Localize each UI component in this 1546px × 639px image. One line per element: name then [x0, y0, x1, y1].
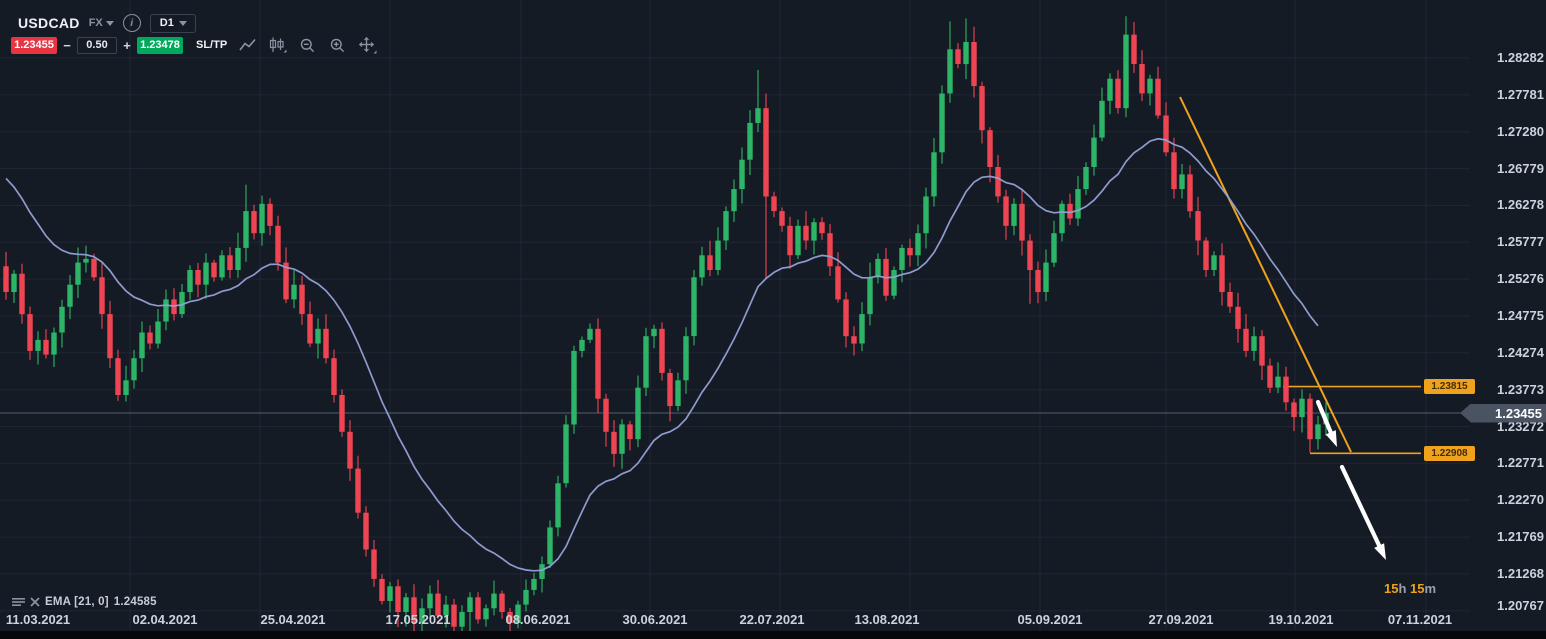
date-label: 11.03.2021 — [5, 612, 71, 627]
date-label: 19.10.2021 — [1268, 612, 1334, 627]
price-axis-label: 1.24775 — [1497, 307, 1544, 323]
date-label: 25.04.2021 — [260, 612, 326, 627]
resistance-level-label[interactable]: 1.23815 — [1424, 379, 1475, 395]
date-label: 27.09.2021 — [1148, 612, 1214, 627]
price-axis-label: 1.26278 — [1497, 197, 1544, 213]
chevron-down-icon — [105, 21, 114, 26]
candle-countdown: 15h 15m — [1384, 581, 1436, 596]
amount-field[interactable]: 0.50 — [77, 36, 117, 54]
current-price-tag: 1.23455 — [1460, 403, 1546, 423]
date-label: 13.08.2021 — [854, 612, 920, 627]
countdown-hours: 15 — [1384, 581, 1399, 596]
market-type-label: FX — [88, 17, 103, 29]
support-level-label[interactable]: 1.22908 — [1424, 445, 1475, 461]
price-axis-label: 1.21268 — [1497, 565, 1544, 581]
date-label: 08.06.2021 — [505, 612, 571, 627]
date-label: 07.11.2021 — [1387, 612, 1453, 627]
amount-decrease-button[interactable]: − — [63, 37, 71, 53]
price-axis-label: 1.27781 — [1497, 86, 1544, 102]
countdown-minutes: 15 — [1410, 581, 1425, 596]
timeframe-dropdown[interactable]: D1 — [149, 13, 196, 33]
date-label: 02.04.2021 — [132, 612, 198, 627]
line-chart-icon[interactable] — [238, 37, 257, 54]
price-axis[interactable]: 1.28282 1.27781 1.27280 1.26779 1.26278 1.257… — [1462, 0, 1546, 639]
sl-tp-button[interactable]: SL/TP — [196, 39, 228, 51]
countdown-minutes-unit: m — [1424, 581, 1437, 596]
price-axis-label: 1.28282 — [1497, 50, 1544, 65]
close-icon[interactable] — [30, 597, 40, 607]
candlestick-type-icon[interactable] — [268, 37, 287, 54]
buy-price-button[interactable]: 1.23478 — [137, 36, 183, 54]
indicator-legend: EMA [21, 0] 1.24585 — [12, 596, 157, 608]
price-axis-label: 1.20767 — [1497, 598, 1544, 613]
date-label: 22.07.2021 — [739, 612, 805, 627]
price-axis-label: 1.21769 — [1497, 529, 1544, 545]
price-axis-label: 1.25276 — [1497, 271, 1544, 287]
date-label: 17.05.2021 — [385, 612, 451, 627]
info-icon[interactable]: i — [122, 14, 141, 32]
price-axis-label: 1.26779 — [1497, 160, 1544, 176]
move-crosshair-icon[interactable] — [358, 36, 377, 54]
time-axis[interactable]: 11.03.2021 02.04.2021 25.04.2021 17.05.2021… — [0, 611, 1546, 631]
sell-price-button[interactable]: 1.23455 — [11, 36, 57, 54]
chevron-down-icon — [178, 20, 187, 26]
instrument-header: USDCAD FX i D1 — [18, 12, 196, 34]
price-axis-label: 1.23773 — [1497, 381, 1544, 397]
countdown-hours-unit: h — [1398, 581, 1407, 596]
indicator-value: 1.24585 — [113, 596, 157, 608]
amount-increase-button[interactable]: + — [123, 37, 131, 53]
market-type-dropdown[interactable]: FX — [89, 17, 114, 29]
price-axis-label: 1.25777 — [1497, 234, 1544, 250]
window-bottom-edge — [0, 631, 1546, 639]
indicator-name: EMA [21, 0] — [45, 596, 109, 608]
order-controls: 1.23455 − 0.50 + 1.23478 SL/TP — [11, 36, 377, 54]
price-axis-label: 1.24274 — [1497, 344, 1544, 360]
date-label: 30.06.2021 — [622, 612, 688, 627]
price-axis-label: 1.27280 — [1497, 123, 1544, 139]
symbol-name[interactable]: USDCAD — [18, 15, 80, 31]
price-axis-label: 1.22771 — [1497, 455, 1544, 471]
zoom-out-icon[interactable] — [298, 37, 317, 54]
settings-icon[interactable] — [12, 597, 25, 607]
date-label: 05.09.2021 — [1017, 612, 1083, 627]
zoom-in-icon[interactable] — [328, 37, 347, 54]
price-axis-label: 1.22270 — [1497, 492, 1544, 508]
timeframe-label: D1 — [159, 16, 174, 29]
